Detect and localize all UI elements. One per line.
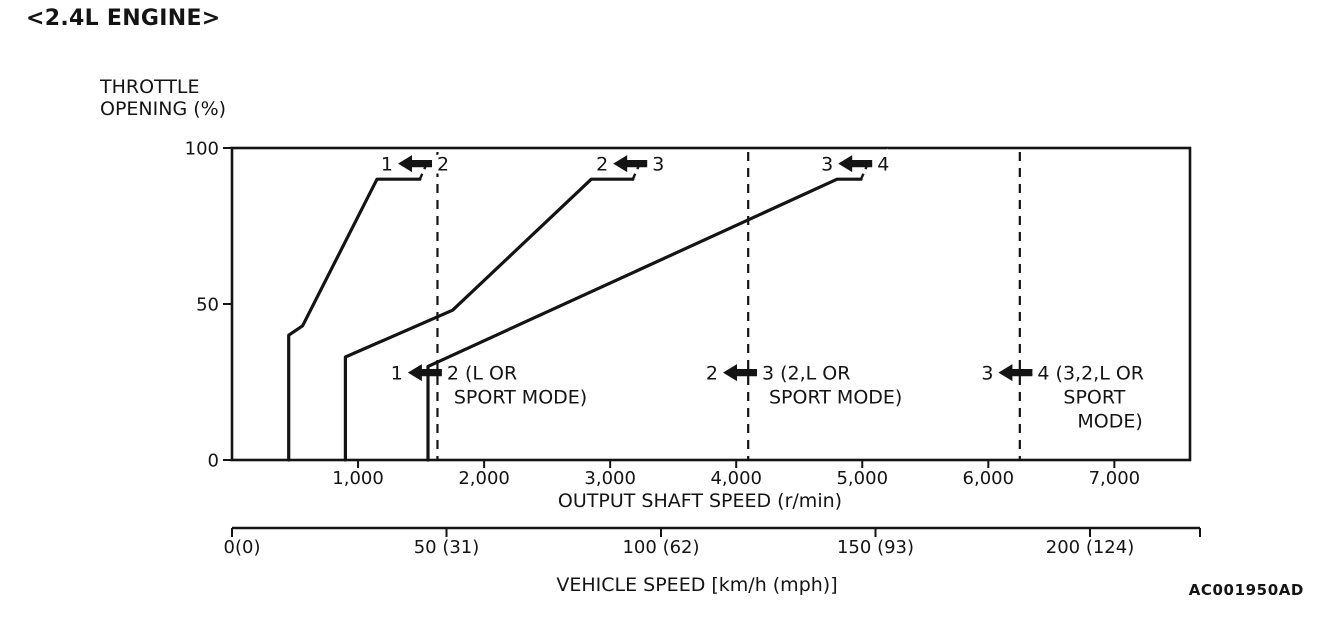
shift-label-source-gear: SPORT MODE) — [769, 387, 902, 409]
downshift-arrow-top-1 — [398, 155, 433, 173]
shift-label-source-gear: SPORT MODE) — [454, 387, 587, 409]
shift-label-target-gear: 3 — [821, 154, 833, 176]
x-tick-label: 7,000 — [1089, 468, 1141, 489]
vehicle-tick-label: 50 (31) — [414, 537, 480, 558]
y-tick-label: 100 — [185, 139, 219, 160]
x-tick-label: 2,000 — [458, 468, 510, 489]
shift-label-source-gear: 2 — [437, 154, 449, 176]
downshift-arrow-top-2 — [613, 155, 648, 173]
downshift-arrow-mid-1 — [407, 364, 442, 382]
vehicle-tick-label: 200 (124) — [1046, 537, 1134, 558]
shift-label-target-gear: 2 — [596, 154, 608, 176]
y-tick-label: 0 — [208, 451, 219, 472]
downshift-arrow-mid-3 — [998, 364, 1033, 382]
x-tick-label: 5,000 — [836, 468, 888, 489]
vehicle-axis-title: VEHICLE SPEED [km/h (mph)] — [556, 574, 837, 596]
downshift-line-4-to-3 — [426, 177, 863, 462]
shift-label-source-gear: MODE) — [1077, 411, 1142, 433]
x-tick-label: 4,000 — [710, 468, 762, 489]
vehicle-tick-label: 100 (62) — [622, 537, 699, 558]
shift-label-source-gear: 4 (3,2,L OR — [1037, 363, 1144, 385]
shift-label-source-gear: 3 — [652, 154, 664, 176]
shift-label-target-gear: 1 — [381, 154, 393, 176]
page-title: <2.4L ENGINE> — [26, 6, 221, 31]
shift-label-source-gear: 3 (2,L OR — [762, 363, 850, 385]
figure-code: AC001950AD — [1188, 581, 1304, 599]
downshift-line-3-to-2 — [343, 177, 635, 462]
shift-label-source-gear: 4 — [877, 154, 889, 176]
downshift-arrow-mid-2 — [722, 364, 757, 382]
x-axis-title: OUTPUT SHAFT SPEED (r/min) — [558, 490, 842, 512]
vehicle-tick-label: 0(0) — [224, 537, 261, 558]
shift-label-target-gear: 3 — [981, 363, 993, 385]
x-tick-label: 3,000 — [584, 468, 636, 489]
downshift-line-2-to-1 — [287, 177, 422, 462]
shift-label-target-gear: 1 — [391, 363, 403, 385]
y-axis-title: OPENING (%) — [100, 98, 226, 120]
x-tick-label: 6,000 — [963, 468, 1015, 489]
shift-label-source-gear: 2 (L OR — [447, 363, 517, 385]
shift-label-target-gear: 2 — [706, 363, 718, 385]
y-tick-label: 50 — [196, 295, 219, 316]
y-axis-title: THROTTLE — [99, 76, 200, 98]
shift-label-source-gear: SPORT — [1063, 387, 1125, 409]
downshift-arrow-top-3 — [838, 155, 873, 173]
plot-frame — [230, 146, 1192, 462]
x-tick-label: 1,000 — [332, 468, 384, 489]
vehicle-tick-label: 150 (93) — [837, 537, 914, 558]
